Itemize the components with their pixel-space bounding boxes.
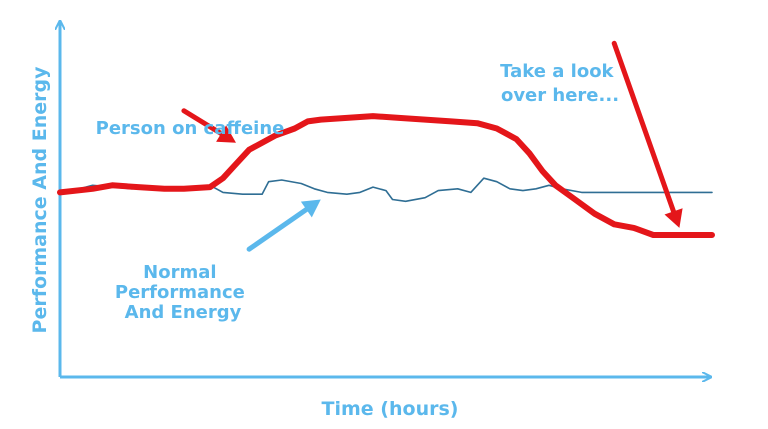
annotation-arrow [246, 199, 321, 252]
arrow-layer [181, 40, 683, 252]
normal-annotation-line-1: Normal [143, 262, 216, 283]
caffeine-annotation: Person on caffeine [96, 118, 285, 139]
annotation-arrow-head [300, 199, 321, 218]
caffeine-annotation-line: Person on caffeine [96, 118, 285, 139]
series-layer [57, 113, 715, 238]
annotation-arrow [611, 40, 683, 228]
annotation-arrow-head [216, 125, 236, 143]
y-axis-label: Performance And Energy [29, 66, 51, 334]
look-here-annotation-line-1: Take a look [500, 61, 614, 82]
look-here-annotation-line-2: over here... [501, 85, 619, 106]
annotation-arrow-shaft [246, 206, 310, 252]
annotation-arrow [181, 108, 236, 143]
x-axis-label: Time (hours) [322, 398, 459, 420]
annotation-arrow-shaft [611, 40, 677, 215]
annotation-arrow-head [664, 208, 683, 228]
normal-annotation-line-3: And Energy [125, 302, 242, 323]
normal-annotation-line-2: Performance [115, 282, 245, 303]
annotation-arrow-shaft [181, 108, 224, 137]
look-here-annotation: Take a look over here... [500, 61, 620, 106]
normal-annotation: Normal Performance And Energy [115, 262, 251, 323]
series-line-caffeine [57, 113, 715, 238]
